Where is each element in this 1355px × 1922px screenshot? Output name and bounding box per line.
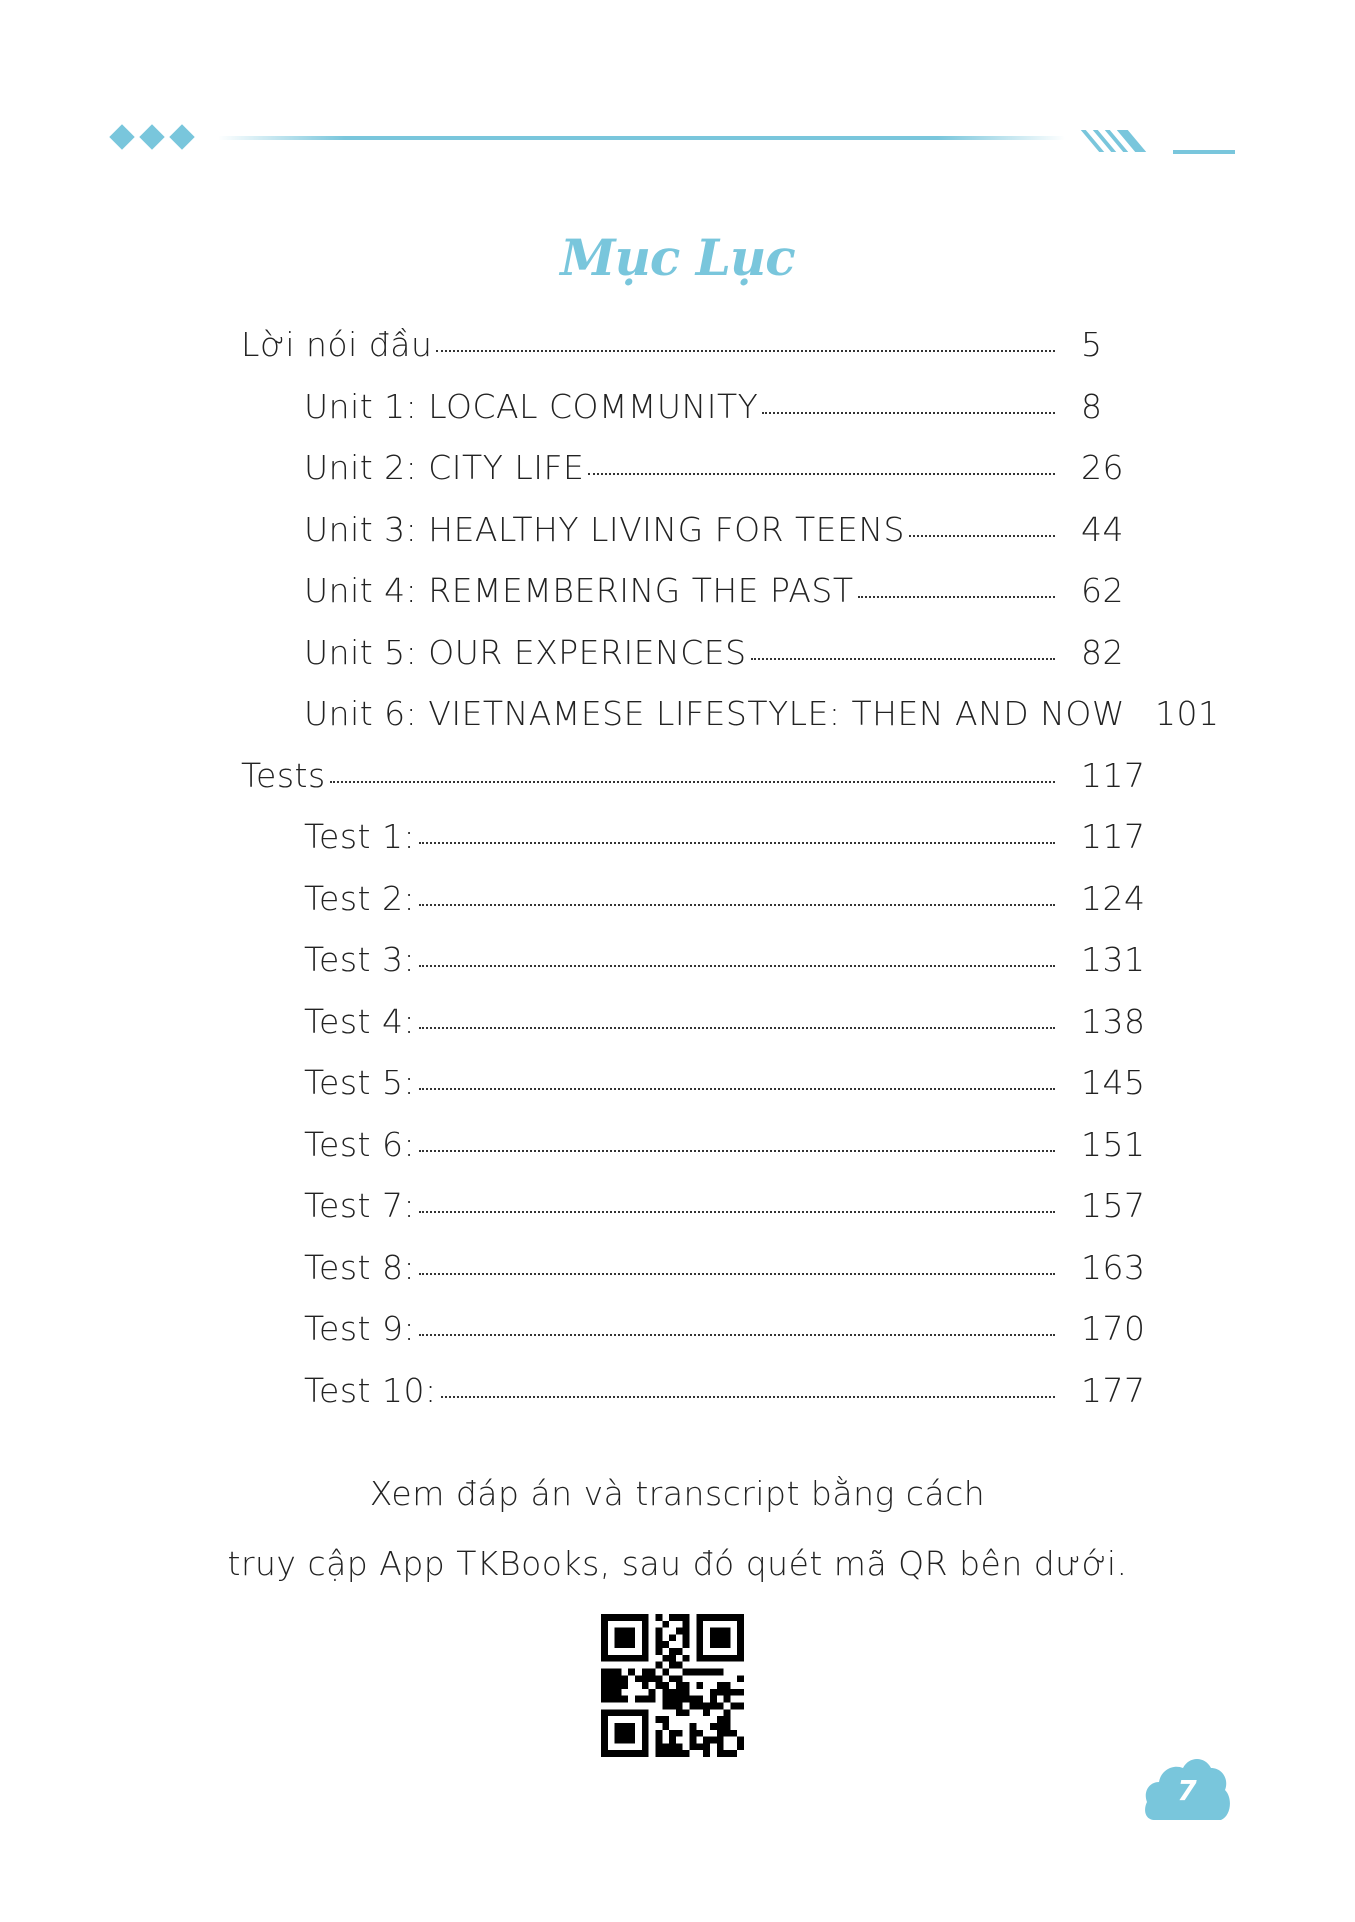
- toc-entry[interactable]: Test 6: 151: [241, 1125, 1161, 1187]
- footer-line-2: truy cập App TKBooks, sau đó quét mã QR …: [227, 1544, 1128, 1583]
- toc-entry-page: 145: [1081, 1063, 1146, 1102]
- dot-leader: [419, 842, 1055, 844]
- dot-leader: [750, 657, 1055, 660]
- toc-entry-label: Test 9:: [304, 1309, 416, 1348]
- underline-decoration: [1173, 150, 1235, 154]
- table-of-contents: Lời nói đầu 5 Unit 1: LOCAL COMMUNITY 8 Unit…: [241, 325, 1219, 1433]
- toc-entry[interactable]: Unit 3: HEALTHY LIVING FOR TEENS 44: [241, 510, 1161, 572]
- toc-entry-page: 163: [1081, 1247, 1146, 1287]
- page-number-cloud-icon: [1145, 1759, 1230, 1820]
- toc-entry-label: Test 6:: [304, 1124, 416, 1164]
- toc-entry[interactable]: Lời nói đầu 5: [241, 325, 1161, 387]
- dot-leader: [419, 1026, 1055, 1029]
- toc-entry-page: 8: [1081, 386, 1103, 426]
- toc-entry-label: Unit 4: REMEMBERING THE PAST: [304, 571, 854, 610]
- dot-leader: [588, 473, 1055, 475]
- toc-entry-page: 5: [1081, 325, 1103, 364]
- dot-leader: [419, 1088, 1055, 1090]
- dot-leader: [419, 1334, 1055, 1336]
- toc-entry-page: 44: [1081, 509, 1124, 549]
- toc-entry-label: Test 8:: [304, 1247, 416, 1287]
- toc-entry-label: Test 1:: [304, 817, 416, 856]
- diamond-icon: [139, 124, 165, 150]
- toc-entry[interactable]: Unit 1: LOCAL COMMUNITY 8: [241, 387, 1161, 449]
- dot-leader: [419, 965, 1055, 967]
- toc-entry-page: 138: [1081, 1001, 1146, 1041]
- dot-leader: [329, 780, 1055, 783]
- page-title: Mục Lục: [560, 228, 796, 287]
- toc-entry-label: Unit 5: OUR EXPERIENCES: [304, 632, 747, 672]
- toc-entry-label: Unit 2: CITY LIFE: [304, 448, 585, 487]
- toc-entry-label: Test 2:: [304, 878, 416, 918]
- toc-entry[interactable]: Unit 2: CITY LIFE 26: [241, 448, 1161, 510]
- dot-leader: [419, 903, 1055, 906]
- toc-entry-page: 131: [1081, 940, 1146, 979]
- toc-entry-label: Test 4:: [304, 1001, 416, 1041]
- footer-line-1: Xem đáp án và transcript bằng cách: [369, 1474, 986, 1513]
- toc-entry-label: Unit 6: VIETNAMESE LIFESTYLE: THEN AND N…: [304, 694, 1125, 733]
- toc-entry[interactable]: Unit 5: OUR EXPERIENCES 82: [241, 633, 1161, 695]
- toc-entry[interactable]: Test 10: 177: [241, 1371, 1161, 1433]
- dot-leader: [436, 350, 1055, 352]
- toc-entry-page: 117: [1081, 755, 1146, 795]
- dot-leader: [857, 596, 1055, 598]
- diamond-icon: [109, 124, 135, 150]
- dot-leader: [440, 1395, 1055, 1398]
- toc-entry-page: 82: [1081, 632, 1124, 672]
- dot-leader: [762, 411, 1055, 414]
- toc-entry-page: 177: [1081, 1370, 1146, 1410]
- dot-leader: [419, 1272, 1055, 1275]
- toc-entry-label: Test 7:: [304, 1186, 416, 1225]
- toc-entry-label: Test 5:: [304, 1063, 416, 1102]
- toc-entry-label: Test 3:: [304, 940, 416, 979]
- toc-entry-label: Test 10:: [304, 1370, 437, 1410]
- dot-leader: [909, 534, 1055, 537]
- toc-entry-page: 151: [1081, 1124, 1146, 1164]
- toc-entry-page: 101: [1154, 694, 1220, 733]
- toc-entry[interactable]: Test 5: 145: [241, 1063, 1161, 1125]
- toc-entry-label: Tests: [241, 755, 326, 795]
- toc-entry-page: 62: [1081, 571, 1124, 610]
- toc-entry-label: Unit 3: HEALTHY LIVING FOR TEENS: [304, 509, 906, 549]
- toc-entry-label: Unit 1: LOCAL COMMUNITY: [304, 386, 759, 426]
- toc-entry-page: 170: [1081, 1309, 1146, 1348]
- toc-entry[interactable]: Test 2: 124: [241, 879, 1161, 941]
- toc-entry-page: 124: [1081, 878, 1146, 918]
- dot-leader: [419, 1211, 1055, 1213]
- qr-code-icon: [601, 1614, 744, 1757]
- page-number: 7: [1177, 1774, 1197, 1807]
- toc-entry-page: 157: [1081, 1186, 1146, 1225]
- toc-entry[interactable]: Test 8: 163: [241, 1248, 1161, 1310]
- toc-entry[interactable]: Test 9: 170: [241, 1309, 1161, 1371]
- toc-entry-page: 26: [1081, 448, 1124, 487]
- toc-entry[interactable]: Test 7: 157: [241, 1186, 1161, 1248]
- toc-entry[interactable]: Tests 117: [241, 756, 1161, 818]
- toc-entry-label: Lời nói đầu: [241, 325, 433, 364]
- toc-entry[interactable]: Unit 4: REMEMBERING THE PAST 62: [241, 571, 1161, 633]
- dot-leader: [419, 1149, 1055, 1152]
- toc-entry[interactable]: Test 1: 117: [241, 817, 1161, 879]
- toc-entry[interactable]: Unit 6: VIETNAMESE LIFESTYLE: THEN AND N…: [241, 694, 1219, 756]
- header-decoration: [109, 124, 1235, 156]
- divider: [218, 136, 1065, 140]
- diamond-icon: [169, 124, 195, 150]
- toc-entry-page: 117: [1081, 817, 1146, 856]
- toc-entry[interactable]: Test 4: 138: [241, 1002, 1161, 1064]
- toc-entry[interactable]: Test 3: 131: [241, 940, 1161, 1002]
